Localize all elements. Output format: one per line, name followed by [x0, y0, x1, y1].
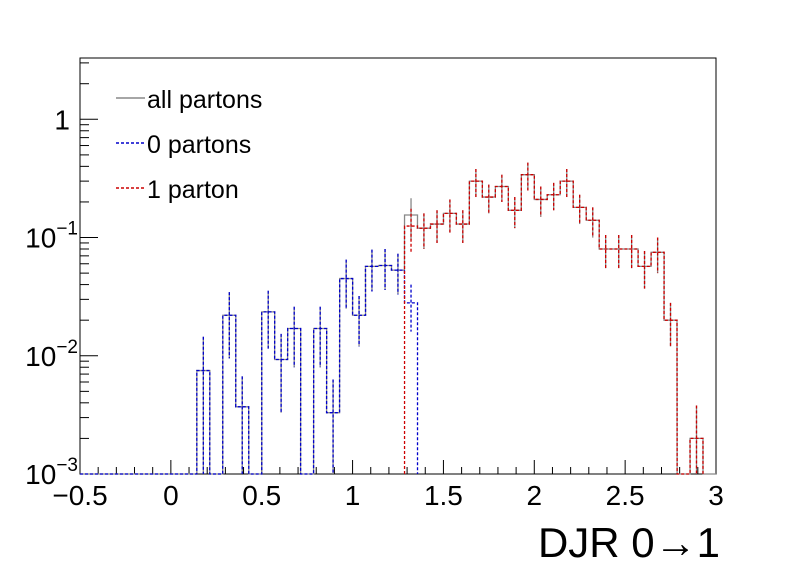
series-step-line [80, 264, 419, 475]
x-tick-label: 2 [526, 480, 542, 511]
x-tick-label: −0.5 [52, 480, 107, 511]
y-tick-label: 10−2 [25, 337, 78, 372]
x-axis-label: DJR 0→1 [538, 519, 720, 566]
x-tick-label: 1 [345, 480, 361, 511]
series-layer [80, 162, 716, 475]
series-0-partons [80, 248, 419, 475]
series-all-partons [80, 162, 716, 475]
y-tick-base: 10 [25, 459, 56, 490]
x-tick-label: 0.5 [242, 480, 281, 511]
y-tick-exponent: −2 [56, 337, 78, 358]
y-tick-base: 1 [54, 104, 70, 135]
x-tick-label: 1.5 [424, 480, 463, 511]
legend-label: all partons [147, 86, 262, 114]
x-tick-label: 3 [708, 480, 724, 511]
y-tick-label: 10−3 [25, 455, 78, 490]
legend-label: 1 parton [147, 176, 239, 204]
y-tick-label: 1 [54, 104, 70, 135]
y-tick-exponent: −1 [56, 219, 78, 240]
y-tick-base: 10 [25, 341, 56, 372]
plot-frame [79, 57, 717, 475]
y-tick-base: 10 [25, 223, 56, 254]
series-1-parton [403, 162, 704, 475]
x-tick-label: 2.5 [606, 480, 645, 511]
x-axis-ticks: −0.5 0 0.5 1 1.5 2 2.5 3 [52, 460, 724, 511]
x-tick-label: 0 [163, 480, 179, 511]
y-tick-exponent: −3 [56, 455, 78, 476]
series-step-line [80, 174, 716, 475]
y-tick-label: 10−1 [25, 219, 78, 254]
legend: all partons 0 partons 1 parton [116, 86, 262, 204]
y-axis-ticks: 10−310−210−11 [25, 62, 98, 490]
legend-label: 0 partons [147, 131, 251, 159]
